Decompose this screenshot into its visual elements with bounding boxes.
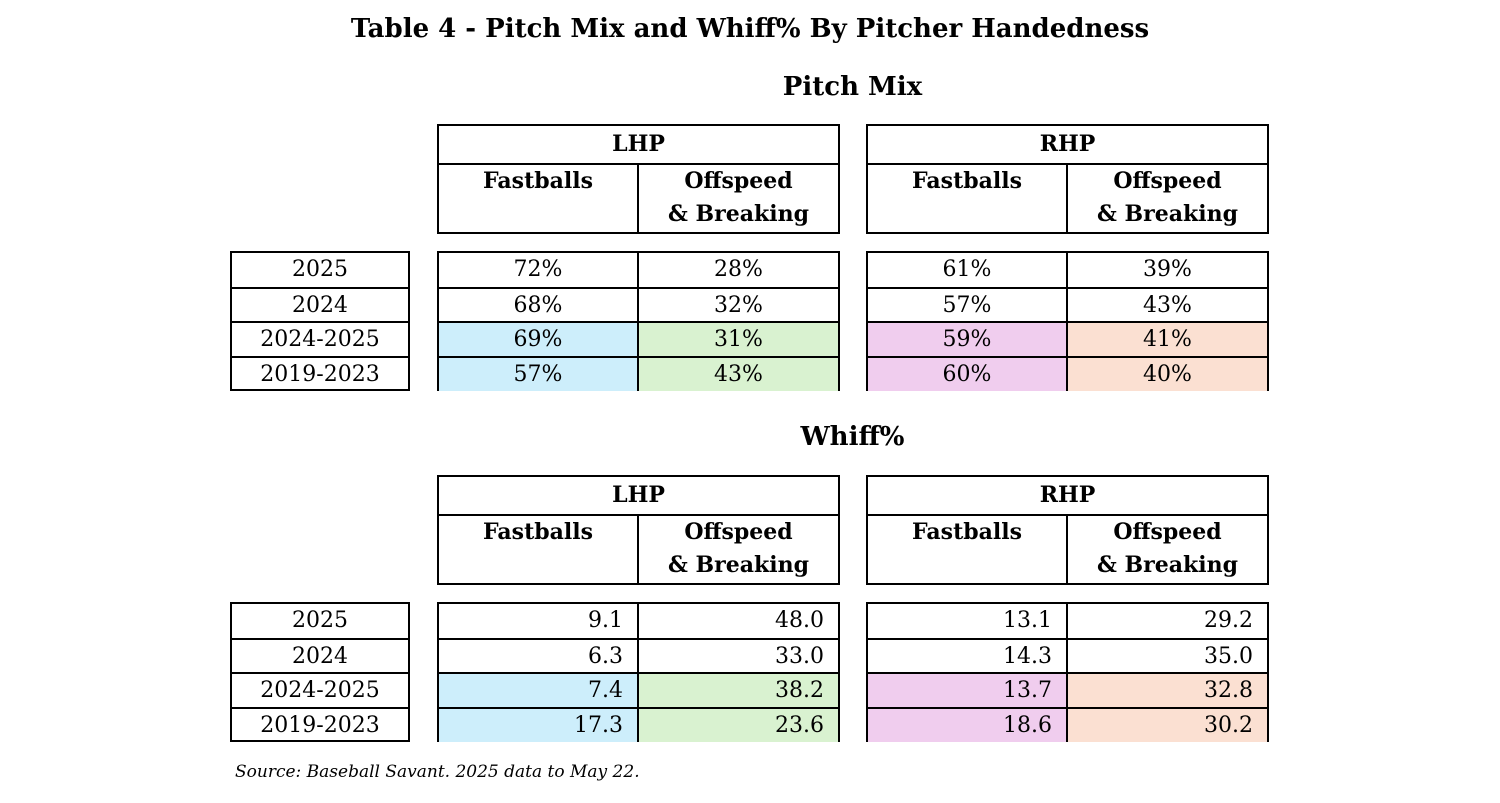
offspeed-value: 29.2 xyxy=(1204,608,1253,633)
fastballs-value: 13.7 xyxy=(868,674,1068,707)
year-row: 2024-2025 xyxy=(232,321,408,356)
table-row: 59% 41% xyxy=(868,321,1267,356)
table-row: 57% 43% xyxy=(868,286,1267,322)
table-row: 14.3 35.0 xyxy=(868,637,1267,673)
offspeed-value: 32.8 xyxy=(1068,674,1267,707)
year-row: 2025 xyxy=(232,604,408,639)
offspeed-value: 33.0 xyxy=(775,643,824,669)
rhp-header: RHP Fastballs Offspeed & Breaking xyxy=(866,475,1269,585)
offspeed-value: 40% xyxy=(1068,357,1267,391)
year-label: 2024-2025 xyxy=(260,678,380,704)
table-row: 69% 31% xyxy=(439,321,838,356)
offspeed-value: 38.2 xyxy=(639,674,838,707)
lhp-data-table: 72% 28% 68% 32% 69% 31% 57% 43% xyxy=(437,251,840,391)
year-labels: 2025 2024 2024-2025 2019-2023 xyxy=(230,602,410,742)
year-label: 2025 xyxy=(292,608,348,633)
year-label: 2025 xyxy=(292,257,348,282)
offspeed-line1: Offspeed xyxy=(1113,519,1222,545)
year-row: 2025 xyxy=(232,253,408,288)
fastballs-value: 14.3 xyxy=(868,639,1068,673)
offspeed-value: 28% xyxy=(714,257,763,282)
table-row: 17.3 23.6 xyxy=(439,706,838,742)
table-row: 13.1 29.2 xyxy=(868,604,1267,639)
lhp-header: LHP Fastballs Offspeed & Breaking xyxy=(437,475,840,585)
year-row: 2019-2023 xyxy=(232,355,408,391)
section-title: Pitch Mix xyxy=(782,72,923,102)
fastballs-value: 68% xyxy=(439,288,639,322)
table-row: 13.7 32.8 xyxy=(868,672,1267,707)
table-row: 6.3 33.0 xyxy=(439,637,838,673)
fastballs-value: 9.1 xyxy=(439,604,639,639)
offspeed-breaking-header: Offspeed & Breaking xyxy=(639,163,838,232)
offspeed-line1: Offspeed xyxy=(684,168,793,194)
offspeed-value: 30.2 xyxy=(1068,708,1267,742)
offspeed-value: 48.0 xyxy=(775,608,824,633)
table-row: 9.1 48.0 xyxy=(439,604,838,639)
fastballs-value: 59% xyxy=(868,323,1068,356)
offspeed-value: 39% xyxy=(1143,257,1192,282)
lhp-label: LHP xyxy=(439,126,838,165)
offspeed-breaking-header: Offspeed & Breaking xyxy=(639,514,838,583)
fastballs-value: 13.1 xyxy=(868,604,1068,639)
year-row: 2019-2023 xyxy=(232,706,408,742)
fastballs-value: 6.3 xyxy=(439,639,639,673)
offspeed-breaking-header: Offspeed & Breaking xyxy=(1068,514,1267,583)
fastballs-value: 69% xyxy=(439,323,639,356)
fastballs-header: Fastballs xyxy=(439,163,639,232)
table-row: 60% 40% xyxy=(868,355,1267,391)
offspeed-line2: & Breaking xyxy=(1097,201,1238,227)
fastballs-header: Fastballs xyxy=(868,514,1068,583)
table-row: 72% 28% xyxy=(439,253,838,288)
fastballs-header: Fastballs xyxy=(439,514,639,583)
year-label: 2024 xyxy=(292,292,348,318)
offspeed-line1: Offspeed xyxy=(684,519,793,545)
fastballs-value: 61% xyxy=(868,253,1068,288)
section-title: Whiff% xyxy=(800,422,905,452)
offspeed-value: 32% xyxy=(714,292,763,318)
fastballs-value: 7.4 xyxy=(439,674,639,707)
offspeed-value: 35.0 xyxy=(1204,643,1253,669)
offspeed-line2: & Breaking xyxy=(668,552,809,578)
offspeed-breaking-header: Offspeed & Breaking xyxy=(1068,163,1267,232)
page-title: Table 4 - Pitch Mix and Whiff% By Pitche… xyxy=(350,14,1150,44)
rhp-header: RHP Fastballs Offspeed & Breaking xyxy=(866,124,1269,234)
year-row: 2024 xyxy=(232,286,408,322)
fastballs-value: 60% xyxy=(868,357,1068,391)
lhp-header: LHP Fastballs Offspeed & Breaking xyxy=(437,124,840,234)
offspeed-line2: & Breaking xyxy=(1097,552,1238,578)
year-label: 2019-2023 xyxy=(260,712,380,738)
lhp-label: LHP xyxy=(439,477,838,516)
rhp-label: RHP xyxy=(868,477,1267,516)
table-row: 7.4 38.2 xyxy=(439,672,838,707)
rhp-data-table: 61% 39% 57% 43% 59% 41% 60% 40% xyxy=(866,251,1269,391)
offspeed-line1: Offspeed xyxy=(1113,168,1222,194)
fastballs-value: 57% xyxy=(868,288,1068,322)
offspeed-value: 31% xyxy=(639,323,838,356)
year-row: 2024-2025 xyxy=(232,672,408,707)
table-row: 57% 43% xyxy=(439,355,838,391)
table-row: 18.6 30.2 xyxy=(868,706,1267,742)
rhp-data-table: 13.1 29.2 14.3 35.0 13.7 32.8 18.6 30.2 xyxy=(866,602,1269,742)
offspeed-value: 23.6 xyxy=(639,708,838,742)
table-row: 61% 39% xyxy=(868,253,1267,288)
offspeed-value: 43% xyxy=(1143,292,1192,318)
fastballs-value: 17.3 xyxy=(439,708,639,742)
year-label: 2024 xyxy=(292,643,348,669)
table-row: 68% 32% xyxy=(439,286,838,322)
fastballs-value: 18.6 xyxy=(868,708,1068,742)
lhp-data-table: 9.1 48.0 6.3 33.0 7.4 38.2 17.3 23.6 xyxy=(437,602,840,742)
year-labels: 2025 2024 2024-2025 2019-2023 xyxy=(230,251,410,391)
offspeed-value: 43% xyxy=(639,357,838,391)
year-row: 2024 xyxy=(232,637,408,673)
fastballs-value: 72% xyxy=(439,253,639,288)
offspeed-line2: & Breaking xyxy=(668,201,809,227)
source-note: Source: Baseball Savant. 2025 data to Ma… xyxy=(235,762,640,782)
fastballs-value: 57% xyxy=(439,357,639,391)
fastballs-header: Fastballs xyxy=(868,163,1068,232)
rhp-label: RHP xyxy=(868,126,1267,165)
offspeed-value: 41% xyxy=(1068,323,1267,356)
year-label: 2019-2023 xyxy=(260,361,380,387)
year-label: 2024-2025 xyxy=(260,327,380,353)
